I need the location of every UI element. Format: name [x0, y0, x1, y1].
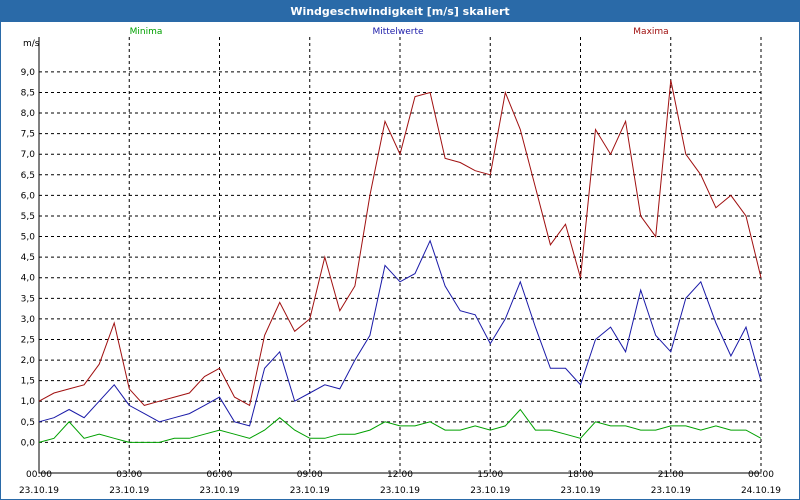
legend-maxima: Maxima — [633, 27, 668, 37]
y-tick-label: 0,0 — [21, 438, 36, 448]
y-tick-label: 4,5 — [21, 253, 35, 263]
y-tick-label: 0,5 — [21, 418, 35, 428]
x-tick-time: 12:00 — [387, 470, 413, 480]
window-title: Windgeschwindigkeit [m/s] skaliert — [1, 1, 799, 22]
y-tick-label: 3,5 — [21, 294, 35, 304]
y-axis-label: m/s — [23, 39, 40, 49]
series-line-maxima — [38, 80, 762, 407]
y-tick-label: 7,0 — [21, 150, 36, 160]
x-tick-date: 23.10.19 — [470, 486, 510, 496]
legend-minima: Minima — [130, 27, 163, 37]
y-tick-label: 2,5 — [21, 335, 35, 345]
x-tick-time: 00:00 — [26, 470, 52, 480]
x-tick-time: 15:00 — [477, 470, 503, 480]
x-tick-date: 23.10.19 — [19, 486, 59, 496]
y-tick-label: 5,0 — [21, 233, 36, 243]
x-tick-date: 23.10.19 — [109, 486, 149, 496]
y-tick-label: 3,0 — [21, 315, 36, 325]
x-tick-date: 23.10.19 — [290, 486, 330, 496]
x-tick-date: 24.10.19 — [741, 486, 781, 496]
y-tick-label: 4,0 — [21, 274, 36, 284]
x-tick-time: 00:00 — [748, 470, 774, 480]
y-tick-label: 8,5 — [21, 88, 35, 98]
y-tick-label: 5,5 — [21, 212, 35, 222]
x-tick-time: 03:00 — [116, 470, 142, 480]
x-tick-time: 09:00 — [297, 470, 323, 480]
x-tick-date: 23.10.19 — [651, 486, 691, 496]
x-tick-date: 23.10.19 — [380, 486, 420, 496]
series-line-minima — [38, 408, 762, 443]
x-tick-time: 06:00 — [207, 470, 233, 480]
series-line-mittelwerte — [38, 239, 762, 427]
x-tick-date: 23.10.19 — [560, 486, 600, 496]
x-tick-date: 23.10.19 — [199, 486, 239, 496]
x-tick-time: 21:00 — [658, 470, 684, 480]
y-tick-label: 2,0 — [21, 356, 36, 366]
y-tick-label: 7,5 — [21, 130, 35, 140]
y-tick-label: 1,0 — [21, 397, 36, 407]
wind-speed-chart: 0,0 0,5 1,0 1,5 2,0 2,5 3,0 3,5 4,0 4,5 5,0 5,5 6,0 6… — [19, 27, 781, 496]
y-tick-label: 8,0 — [21, 109, 36, 119]
x-tick-time: 18:00 — [568, 470, 594, 480]
y-tick-label: 6,0 — [21, 191, 36, 201]
y-tick-label: 6,5 — [21, 171, 35, 181]
y-tick-label: 1,5 — [21, 377, 35, 387]
y-tick-label: 9,0 — [21, 68, 36, 78]
legend-mittelwerte: Mittelwerte — [372, 27, 423, 37]
